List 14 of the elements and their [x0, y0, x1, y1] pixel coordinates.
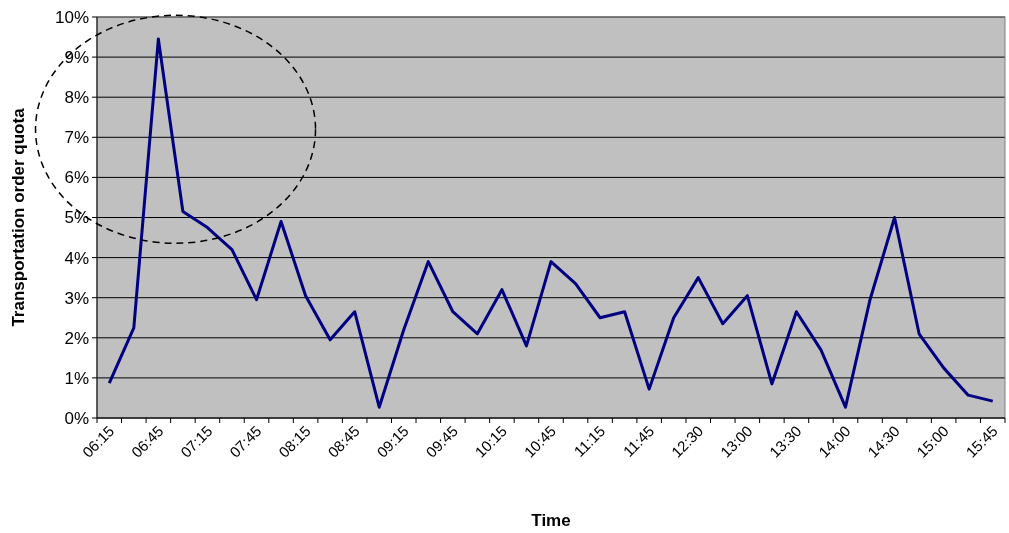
line-series — [107, 37, 995, 409]
y-tick-label: 4% — [64, 248, 89, 268]
y-axis-title: Transportation order quota — [9, 107, 28, 327]
y-tick-label: 7% — [64, 128, 89, 148]
y-tick-label: 2% — [64, 328, 89, 348]
y-tick-label: 1% — [64, 368, 89, 388]
y-tick-label: 6% — [64, 168, 89, 188]
y-tick-label: 8% — [64, 88, 89, 108]
y-tick-label: 0% — [64, 408, 89, 428]
y-tick-label: 5% — [64, 208, 89, 228]
y-tick-label: 9% — [64, 48, 89, 68]
y-tick-label: 3% — [64, 288, 89, 308]
x-axis-title: Time — [531, 511, 571, 530]
y-tick-label: 10% — [54, 7, 89, 27]
